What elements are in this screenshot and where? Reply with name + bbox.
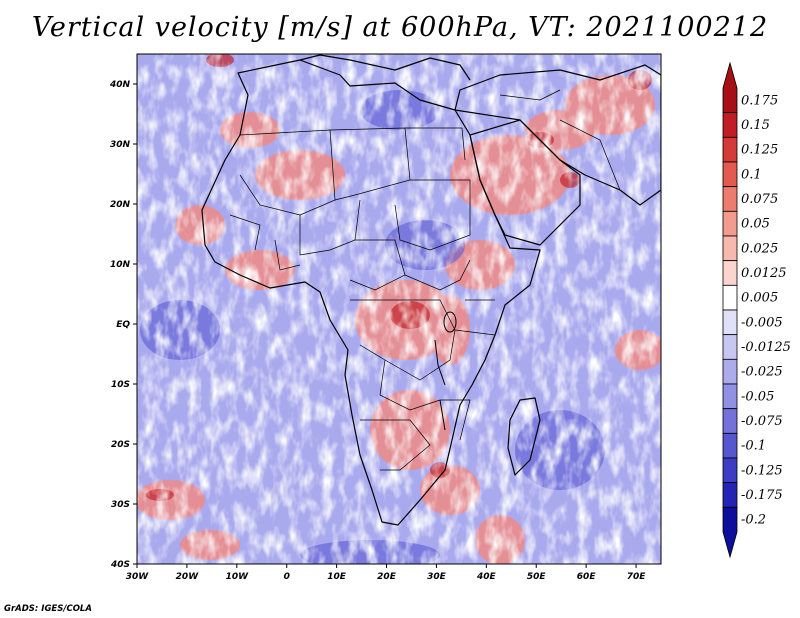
x-tick-label: 30W [126, 572, 150, 582]
colorbar-label: 0.05 [741, 217, 770, 232]
colorbar-label: 0.005 [741, 291, 778, 306]
colorbar-segment [722, 112, 738, 138]
x-tick-label: 20W [176, 572, 200, 582]
grads-credit: GrADS: IGES/COLA [4, 604, 92, 614]
colorbar-label: -0.075 [741, 414, 783, 429]
y-tick-label: 10N [110, 260, 131, 270]
field-speckle [137, 54, 661, 564]
colorbar-segment [722, 235, 738, 262]
coastlines [201, 54, 661, 526]
colorbar-label: 0.075 [741, 192, 778, 207]
colorbar-label: 0.15 [741, 118, 770, 133]
colorbar-label: 0.025 [741, 241, 778, 256]
colorbar-label: -0.05 [741, 389, 774, 404]
colorbar-segment [722, 309, 738, 336]
y-tick-label: 20S [111, 440, 130, 450]
x-tick-label: 60E [577, 572, 597, 582]
colorbar-segment [722, 284, 738, 311]
colorbar-segment [722, 408, 738, 434]
x-tick-label: 70E [627, 572, 647, 582]
colorbar-label: -0.2 [741, 513, 766, 528]
colorbar-label: 0.1 [741, 167, 762, 182]
colorbar-segment [722, 457, 738, 484]
x-tick-label: 10W [226, 572, 250, 582]
colorbar-segment [722, 432, 738, 459]
y-tick-label: 40S [110, 560, 130, 570]
colorbar-label: -0.005 [741, 315, 783, 330]
colorbar-segment [722, 260, 738, 286]
colorbar-bottom-arrow [722, 506, 738, 559]
colorbar-label: -0.0125 [741, 340, 791, 355]
y-tick-label: 20N [110, 200, 131, 210]
colorbar-segment [722, 383, 738, 410]
longitude-axis: 30W 20W 10W 0 10E 20E 30E 40E 50E 60E 70E [126, 564, 646, 582]
latitude-axis: 40N 30N 20N 10N EQ 10S 20S 30S 40S [109, 80, 137, 570]
x-tick-label: 40E [476, 572, 497, 582]
y-tick-label: 30N [110, 140, 131, 150]
colorbar-segment [722, 161, 738, 188]
x-tick-label: 20E [377, 572, 397, 582]
colorbar-segment [722, 358, 738, 385]
colorbar-segment [722, 186, 738, 212]
map-frame [136, 53, 662, 565]
colorbar-label: 0.175 [741, 93, 778, 108]
colorbar-segment [722, 334, 738, 360]
x-tick-label: 30E [427, 572, 447, 582]
colorbar-top-arrow [722, 61, 738, 114]
lakes [434, 311, 457, 431]
x-tick-label: 50E [527, 572, 547, 582]
map-title: Vertical velocity [m/s] at 600hPa, VT: 2… [31, 12, 769, 43]
y-tick-label: 40N [109, 80, 131, 90]
colorbar-label: 0.125 [741, 143, 778, 158]
colorbar-segment [722, 482, 738, 508]
colorbar-label: -0.1 [741, 439, 766, 454]
x-tick-label: 10E [327, 572, 347, 582]
velocity-field [137, 54, 661, 564]
y-tick-label: 10S [111, 380, 130, 390]
colorbar-label: -0.175 [741, 488, 783, 503]
y-tick-label: EQ [116, 320, 130, 330]
colorbar-label: -0.025 [741, 365, 783, 380]
x-tick-label: 0 [284, 572, 290, 582]
country-borders [229, 89, 621, 471]
colorbar-label: 0.0125 [741, 266, 787, 281]
colorbar-segment [722, 210, 738, 237]
colorbar-segment [722, 136, 738, 163]
colorbar: 0.175 0.15 0.125 0.1 0.075 0.05 0.025 0.0125 0.0… [722, 61, 791, 559]
y-tick-label: 30S [111, 500, 130, 510]
colorbar-label: -0.125 [741, 463, 783, 478]
